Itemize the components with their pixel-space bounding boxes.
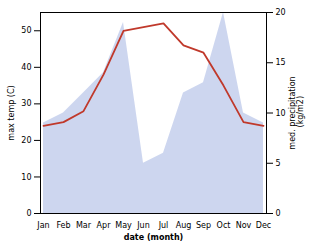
svg-text:max temp (C): max temp (C): [7, 85, 16, 140]
svg-text:Nov: Nov: [236, 221, 252, 230]
svg-text:Jul: Jul: [158, 221, 169, 230]
svg-text:0: 0: [276, 209, 281, 218]
svg-text:20: 20: [21, 136, 31, 145]
svg-text:date (month): date (month): [124, 233, 184, 242]
svg-text:Aug: Aug: [176, 221, 192, 230]
svg-text:med. precipitation (kg/m2): med. precipitation (kg/m2): [288, 76, 305, 149]
svg-text:30: 30: [21, 99, 31, 108]
svg-text:Mar: Mar: [76, 221, 92, 230]
svg-text:Oct: Oct: [217, 221, 231, 230]
svg-text:Sep: Sep: [196, 221, 211, 230]
svg-text:15: 15: [276, 58, 286, 67]
svg-text:5: 5: [276, 159, 281, 168]
svg-text:0: 0: [26, 209, 31, 218]
svg-text:Feb: Feb: [56, 221, 70, 230]
svg-text:40: 40: [21, 63, 31, 72]
svg-text:10: 10: [21, 173, 31, 182]
svg-text:Dec: Dec: [256, 221, 271, 230]
svg-text:Jan: Jan: [36, 221, 49, 230]
svg-text:May: May: [115, 221, 132, 230]
svg-text:50: 50: [21, 26, 31, 35]
svg-text:10: 10: [276, 109, 286, 118]
svg-text:Apr: Apr: [97, 221, 112, 230]
svg-text:20: 20: [276, 8, 286, 17]
svg-text:Jun: Jun: [136, 221, 150, 230]
